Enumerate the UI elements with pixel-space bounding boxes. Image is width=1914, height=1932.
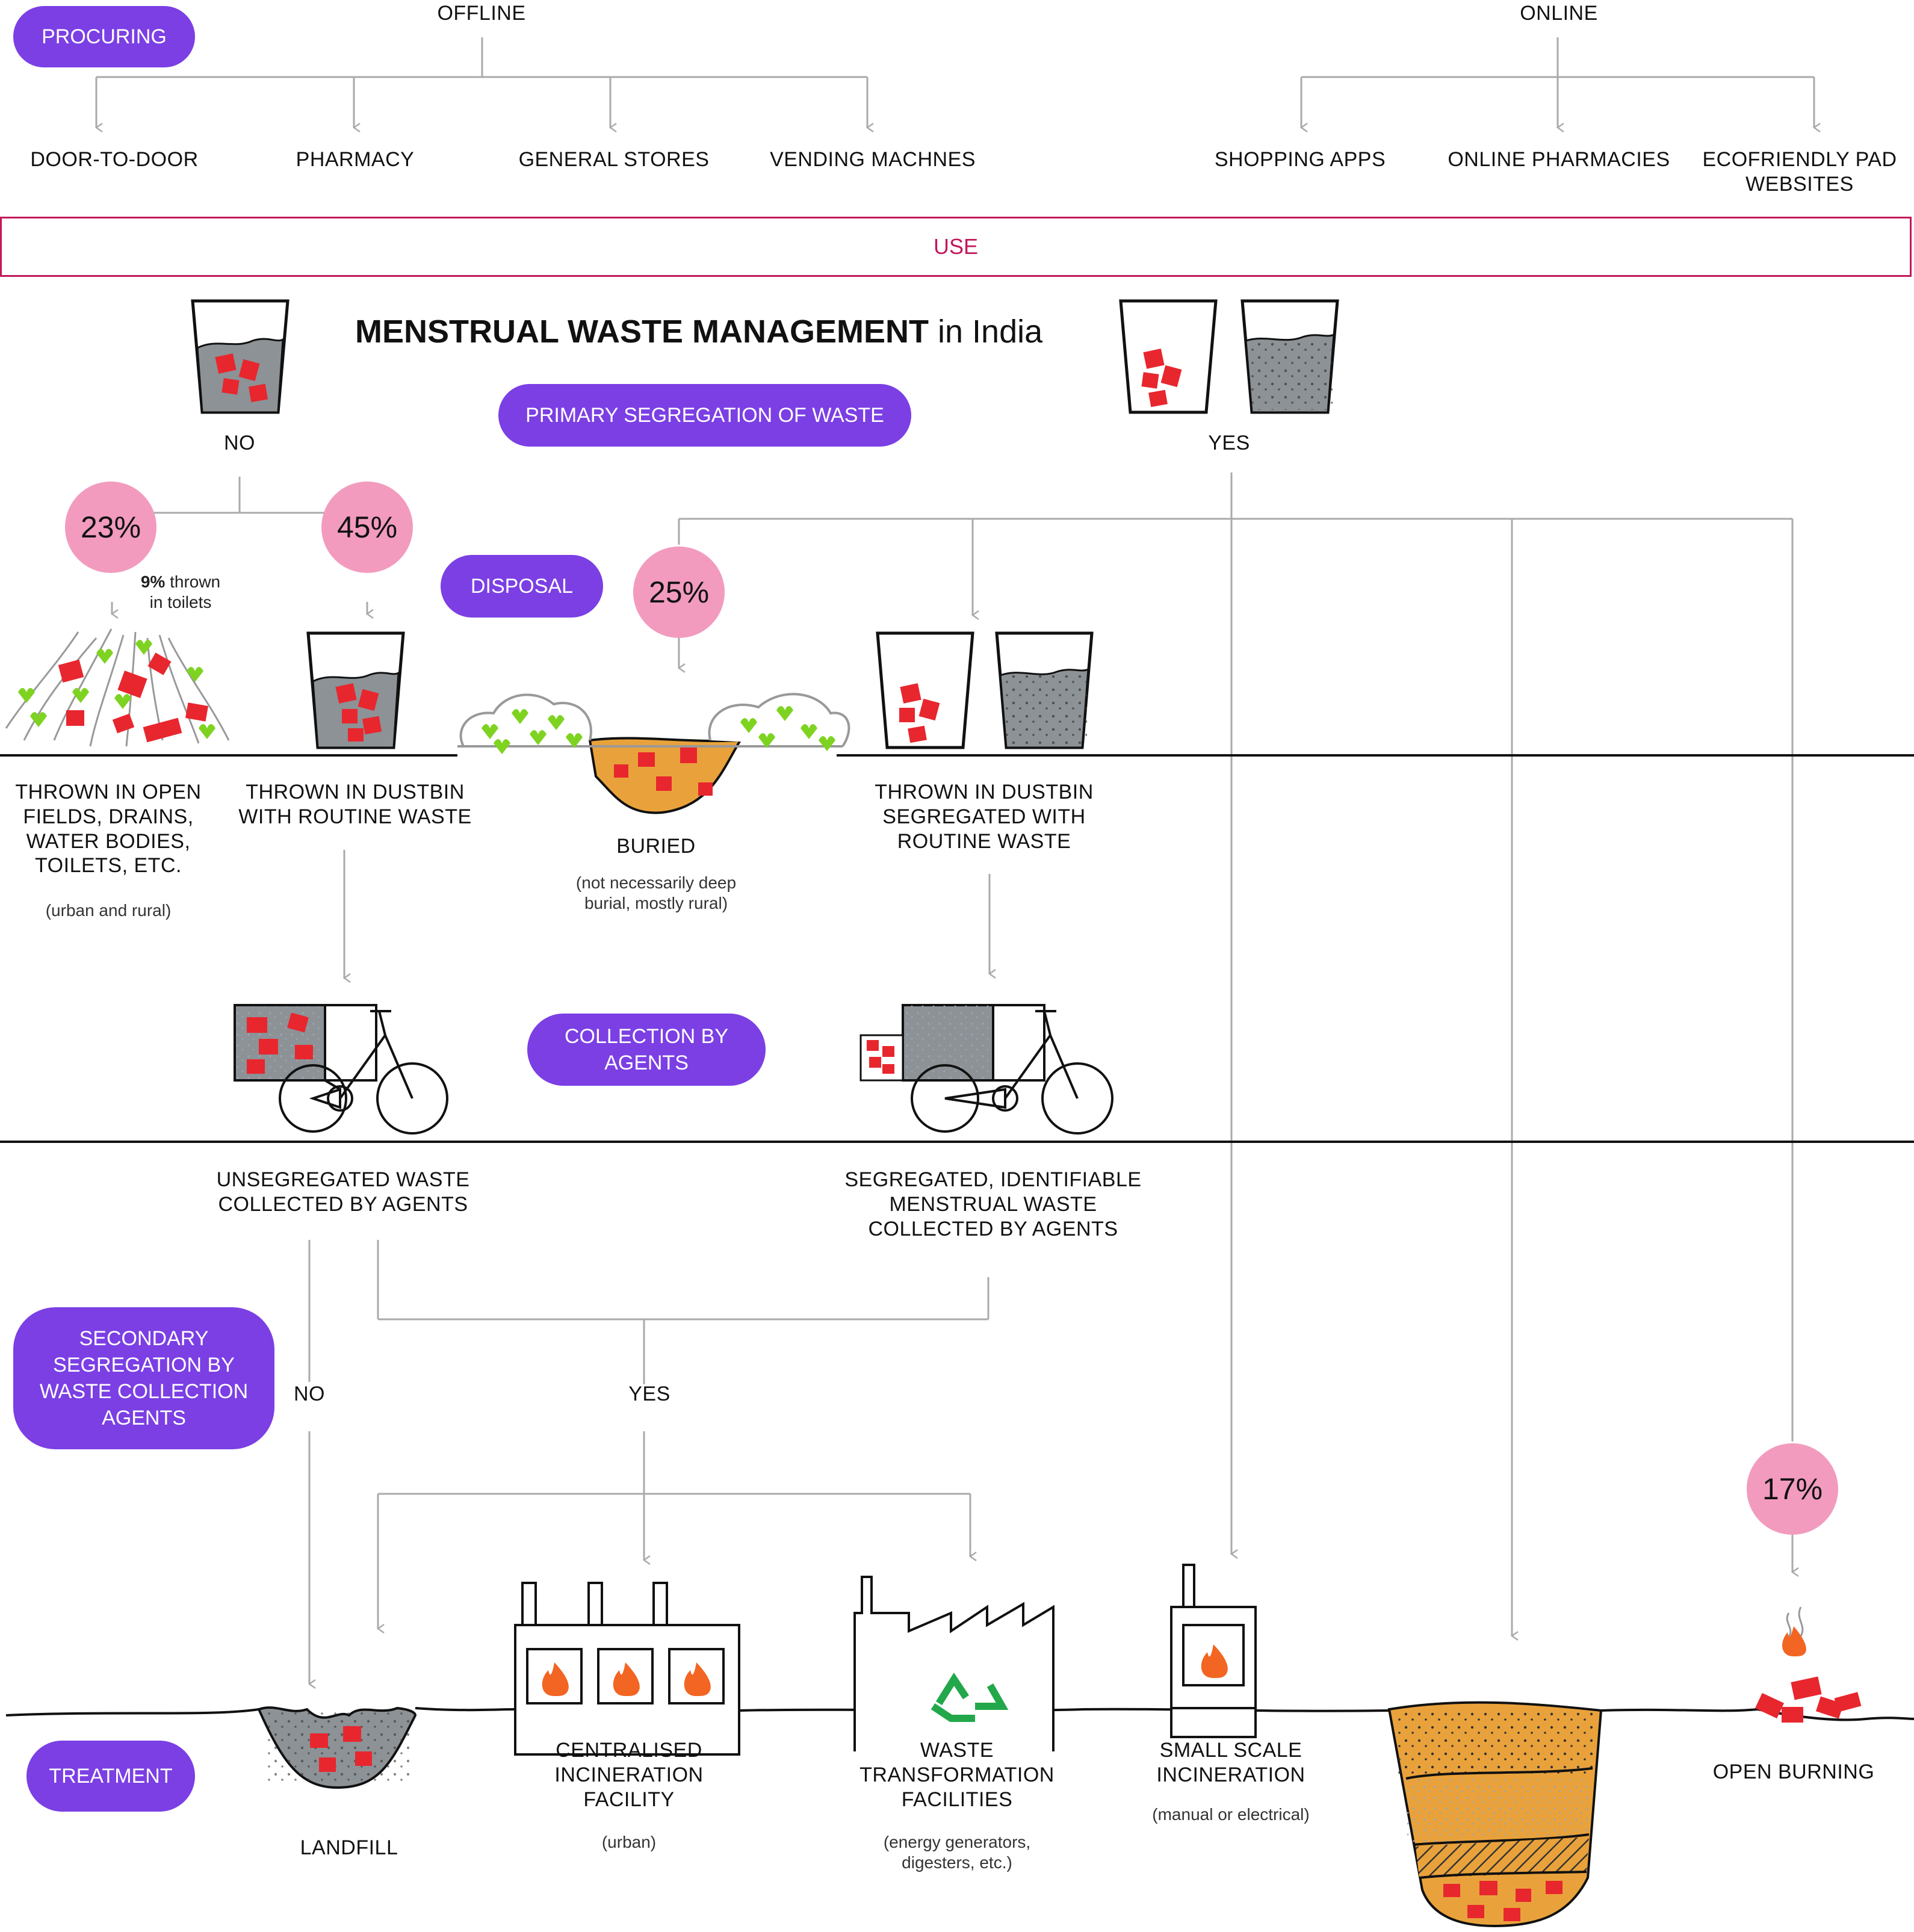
unsegregated-collected-label: UNSEGREGATED WASTE COLLECTED BY AGENTS: [216, 1168, 470, 1216]
secondary-connectors: [308, 1240, 990, 1689]
offline-general-stores: GENERAL STORES: [518, 148, 710, 171]
primary-yes-label: YES: [1208, 432, 1250, 454]
dustbin-routine-label: THROWN IN DUSTBIN WITH ROUTINE WASTE: [238, 781, 472, 828]
primary-segregation-label: PRIMARY SEGREGATION OF WASTE: [498, 384, 911, 447]
open-fields-note: (urban and rural): [45, 901, 172, 920]
landfill-icon: [257, 1706, 417, 1789]
procuring-stage-label: PROCURING: [13, 6, 195, 67]
toilets-note-text: thrown in toilets: [149, 572, 221, 611]
primary-no-label: NO: [224, 432, 255, 454]
pct-open-fields: 23%: [65, 481, 156, 573]
buried-label: BURIED: [616, 835, 696, 858]
dustbin-segregated-pads-icon: [876, 631, 974, 749]
offline-vending-machines: VENDING MACHNES: [770, 148, 976, 171]
online-ecofriendly-websites: ECOFRIENDLY PAD WEBSITES: [1702, 148, 1897, 196]
dustbin-segregated-label: THROWN IN DUSTBIN SEGREGATED WITH ROUTIN…: [875, 781, 1094, 853]
buried-note: (not necessarily deep burial, mostly rur…: [575, 873, 737, 912]
toilets-note-pct: 9%: [140, 572, 166, 591]
small-incinerator-icon: [1170, 1564, 1257, 1738]
offline-label: OFFLINE: [437, 2, 526, 25]
pct-dustbin-routine: 45%: [321, 481, 413, 573]
open-fields-label: THROWN IN OPEN FIELDS, DRAINS, WATER BOD…: [15, 781, 202, 878]
offline-door-to-door: DOOR-TO-DOOR: [30, 148, 199, 171]
disposal-stage-label: DISPOSAL: [441, 555, 603, 618]
centralised-incinerator-icon: [514, 1582, 740, 1756]
bin-routine-waste-icon: [1240, 299, 1339, 414]
landfill-label: LANDFILL: [300, 1836, 398, 1859]
use-label: USE: [933, 234, 979, 259]
offline-pharmacy: PHARMACY: [296, 148, 415, 171]
toilets-note: 9% thrown in toilets: [120, 572, 241, 612]
dustbin-routine-icon: [306, 631, 405, 749]
open-burning-icon: [1754, 1606, 1862, 1723]
bin-unsegregated-icon: [191, 299, 290, 414]
title-bold: MENSTRUAL WASTE MANAGEMENT: [355, 314, 929, 350]
deep-burial-pit-icon: [1387, 1701, 1603, 1928]
diagram-title: MENSTRUAL WASTE MANAGEMENT in India: [355, 313, 1077, 350]
waste-transformation-facility-icon: [853, 1576, 1055, 1751]
open-burning-label: OPEN BURNING: [1712, 1760, 1875, 1783]
use-band: USE: [0, 217, 1912, 277]
secondary-no-label: NO: [294, 1382, 325, 1405]
buried-icon: [457, 693, 850, 814]
secondary-yes-label: YES: [628, 1382, 671, 1405]
open-fields-icon: [5, 628, 230, 747]
online-pharmacies: ONLINE PHARMACIES: [1448, 148, 1670, 171]
small-scale-incineration-label: SMALL SCALE INCINERATION: [1156, 1739, 1305, 1786]
collection-stage-label: COLLECTION BY AGENTS: [527, 1014, 766, 1086]
pct-buried: 25%: [633, 546, 725, 638]
title-rest: in India: [929, 314, 1043, 350]
waste-transformation-label: WASTE TRANSFORMATION FACILITIES: [859, 1739, 1055, 1811]
dustbin-segregated-routine-icon: [995, 631, 1094, 749]
treatment-stage-label: TREATMENT: [26, 1741, 195, 1812]
online-label: ONLINE: [1520, 2, 1598, 25]
pct-open-burning: 17%: [1747, 1443, 1838, 1535]
centralised-incineration-note: (urban): [601, 1833, 657, 1851]
secondary-segregation-label: SECONDARY SEGREGATION BY WASTE COLLECTIO…: [13, 1307, 274, 1449]
small-scale-incineration-note: (manual or electrical): [1152, 1805, 1310, 1824]
bin-pads-icon: [1119, 299, 1218, 414]
cart-segregated-icon: [859, 1004, 1113, 1135]
centralised-incineration-label: CENTRALISED INCINERATION FACILITY: [554, 1739, 704, 1811]
cart-unsegregated-icon: [234, 1004, 448, 1135]
online-shopping-apps: SHOPPING APPS: [1214, 148, 1386, 171]
segregated-collected-label: SEGREGATED, IDENTIFIABLE MENSTRUAL WASTE…: [844, 1168, 1142, 1240]
procuring-connectors: [94, 37, 1821, 133]
waste-transformation-note: (energy generators, digesters, etc.): [883, 1833, 1031, 1872]
